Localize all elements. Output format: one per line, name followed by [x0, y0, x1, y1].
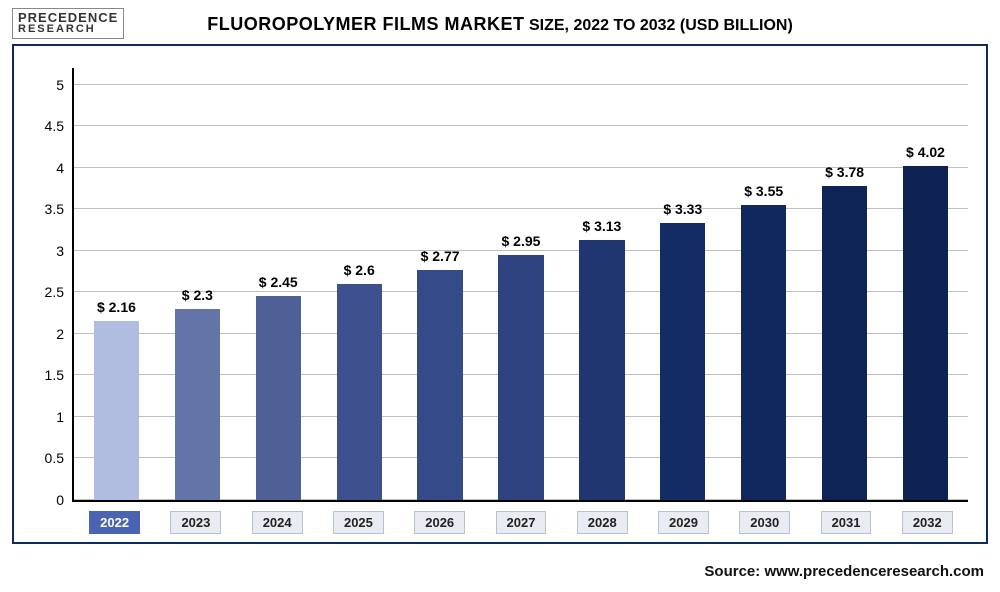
plot-inner: 00.511.522.533.544.55 $ 2.16$ 2.3$ 2.45$…	[74, 68, 968, 500]
y-tick-label: 3.5	[45, 201, 64, 217]
x-axis-label: 2032	[902, 511, 953, 534]
bar-slot: $ 3.33	[642, 68, 723, 500]
source-prefix: Source:	[704, 563, 764, 580]
bar-slot: $ 3.13	[561, 68, 642, 500]
bar: $ 4.02	[903, 166, 948, 500]
bar-value-label: $ 3.33	[663, 201, 702, 217]
x-axis	[72, 500, 968, 502]
bar-value-label: $ 2.77	[421, 248, 460, 264]
bar-value-label: $ 4.02	[906, 144, 945, 160]
bar-slot: $ 3.55	[723, 68, 804, 500]
y-tick-label: 1.5	[45, 367, 64, 383]
bar-value-label: $ 3.13	[582, 218, 621, 234]
bar: $ 2.77	[417, 270, 462, 500]
x-axis-label: 2030	[739, 511, 790, 534]
plot-outer: 00.511.522.533.544.55 $ 2.16$ 2.3$ 2.45$…	[12, 44, 988, 544]
bar-slot: $ 2.6	[319, 68, 400, 500]
bar-value-label: $ 2.45	[259, 274, 298, 290]
x-axis-label: 2027	[496, 511, 547, 534]
bar-slot: $ 2.95	[481, 68, 562, 500]
source-attribution: Source: www.precedenceresearch.com	[704, 563, 984, 580]
bars-container: $ 2.16 $ 2.3 $ 2.45 $ 2.6 $ 2.77 $ 2.95 $ 3.13…	[74, 68, 968, 500]
y-tick-label: 4.5	[45, 118, 64, 134]
bar-slot: $ 2.16	[76, 68, 157, 500]
x-label-slot: 2031	[805, 511, 886, 534]
bar-value-label: $ 3.78	[825, 164, 864, 180]
y-tick-label: 1	[56, 409, 64, 425]
x-label-slot: 2022	[74, 511, 155, 534]
chart-title-prefix: FLUOROPOLYMER FILMS MARKET	[207, 14, 524, 34]
bar: $ 3.13	[579, 240, 624, 500]
bar-slot: $ 2.3	[157, 68, 238, 500]
bar-slot: $ 3.78	[804, 68, 885, 500]
source-url: www.precedenceresearch.com	[764, 563, 984, 580]
bar-value-label: $ 3.55	[744, 183, 783, 199]
x-axis-label: 2023	[170, 511, 221, 534]
y-tick-label: 2.5	[45, 284, 64, 300]
bar: $ 2.6	[337, 284, 382, 500]
chart-title-span: SIZE, 2022 TO 2032 (USD BILLION)	[525, 17, 793, 34]
x-label-slot: 2032	[887, 511, 968, 534]
x-label-slot: 2029	[643, 511, 724, 534]
y-tick-label: 0	[56, 492, 64, 508]
x-axis-label: 2031	[821, 511, 872, 534]
x-label-slot: 2026	[399, 511, 480, 534]
bar: $ 3.78	[822, 186, 867, 500]
y-tick-label: 0.5	[45, 450, 64, 466]
x-axis-label: 2026	[414, 511, 465, 534]
y-tick-label: 3	[56, 243, 64, 259]
bar: $ 2.45	[256, 296, 301, 500]
bar-slot: $ 2.45	[238, 68, 319, 500]
chart-frame: PRECEDENCE RESEARCH FLUOROPOLYMER FILMS …	[0, 0, 1000, 592]
x-axis-label: 2025	[333, 511, 384, 534]
bar-slot: $ 2.77	[400, 68, 481, 500]
bar-slot: $ 4.02	[885, 68, 966, 500]
bar: $ 2.3	[175, 309, 220, 500]
bar-value-label: $ 2.95	[502, 233, 541, 249]
x-axis-label: 2024	[252, 511, 303, 534]
y-tick-label: 2	[56, 326, 64, 342]
x-label-slot: 2030	[724, 511, 805, 534]
bar: $ 3.55	[741, 205, 786, 500]
bar: $ 2.95	[498, 255, 543, 500]
bar-value-label: $ 2.6	[344, 262, 375, 278]
bar-value-label: $ 2.3	[182, 287, 213, 303]
x-axis-label: 2022	[89, 511, 140, 534]
x-labels: 2022 2023 2024 2025 2026 2027 2028 2029 2030 2031…	[74, 511, 968, 534]
bar: $ 3.33	[660, 223, 705, 500]
y-tick-label: 4	[56, 160, 64, 176]
x-axis-label: 2028	[577, 511, 628, 534]
x-axis-label: 2029	[658, 511, 709, 534]
y-tick-label: 5	[56, 77, 64, 93]
x-label-slot: 2024	[237, 511, 318, 534]
bar: $ 2.16	[94, 321, 139, 500]
x-label-slot: 2023	[155, 511, 236, 534]
x-label-slot: 2028	[562, 511, 643, 534]
x-label-slot: 2027	[480, 511, 561, 534]
title-row: FLUOROPOLYMER FILMS MARKET SIZE, 2022 TO…	[0, 14, 1000, 35]
x-label-slot: 2025	[318, 511, 399, 534]
bar-value-label: $ 2.16	[97, 299, 136, 315]
